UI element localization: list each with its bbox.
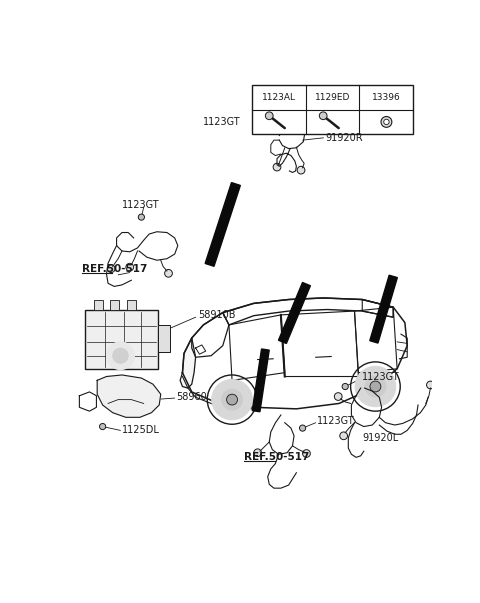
Polygon shape [180,338,196,388]
Bar [109,300,119,309]
Polygon shape [252,349,269,412]
Polygon shape [278,282,311,344]
Circle shape [212,379,252,420]
Text: 1123GT: 1123GT [362,372,400,382]
Bar [252,86,413,134]
Text: 1123GT: 1123GT [317,416,355,426]
Text: 1123GT: 1123GT [122,200,160,210]
Circle shape [123,387,133,397]
Circle shape [384,119,389,125]
Circle shape [139,387,148,397]
Circle shape [302,450,311,457]
Circle shape [355,366,396,407]
Circle shape [370,381,381,392]
Circle shape [335,393,342,400]
Circle shape [342,384,348,390]
Polygon shape [205,183,240,267]
Polygon shape [97,375,161,417]
Circle shape [319,112,327,119]
Bar [127,300,136,309]
Circle shape [107,342,134,370]
Circle shape [254,449,262,456]
Text: 58910B: 58910B [198,310,236,320]
Circle shape [113,348,128,364]
Bar [85,309,158,369]
Circle shape [126,264,133,271]
Circle shape [297,166,305,174]
Text: REF.50-517: REF.50-517 [82,264,147,274]
Circle shape [381,116,392,127]
Circle shape [427,381,434,389]
Circle shape [265,112,273,119]
Text: REF.50-517: REF.50-517 [244,452,310,463]
Text: 1129ED: 1129ED [315,93,350,102]
Circle shape [227,394,238,405]
Circle shape [222,390,242,410]
Text: 91920L: 91920L [362,433,398,443]
Text: 1123GT: 1123GT [204,116,241,127]
Circle shape [300,425,306,431]
Bar [158,325,170,352]
Circle shape [107,265,115,273]
Text: 1123AL: 1123AL [262,93,296,102]
Circle shape [99,423,106,430]
Text: 1125DL: 1125DL [122,425,160,435]
Circle shape [108,387,117,397]
Circle shape [365,376,386,397]
Circle shape [138,214,144,220]
Polygon shape [370,275,397,343]
Bar [94,300,103,309]
Circle shape [165,270,172,277]
Circle shape [264,127,270,133]
Circle shape [340,432,348,440]
Text: 91920R: 91920R [326,133,363,143]
Circle shape [273,163,281,171]
Text: 58960: 58960 [176,391,207,402]
Text: 13396: 13396 [372,93,401,102]
